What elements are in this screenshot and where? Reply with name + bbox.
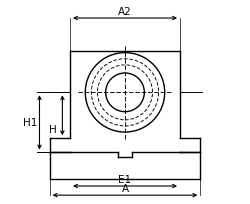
Text: H: H [49,124,56,134]
Text: A2: A2 [118,7,132,17]
Text: A: A [122,183,128,193]
Text: E1: E1 [118,174,132,184]
Text: H1: H1 [23,117,38,127]
